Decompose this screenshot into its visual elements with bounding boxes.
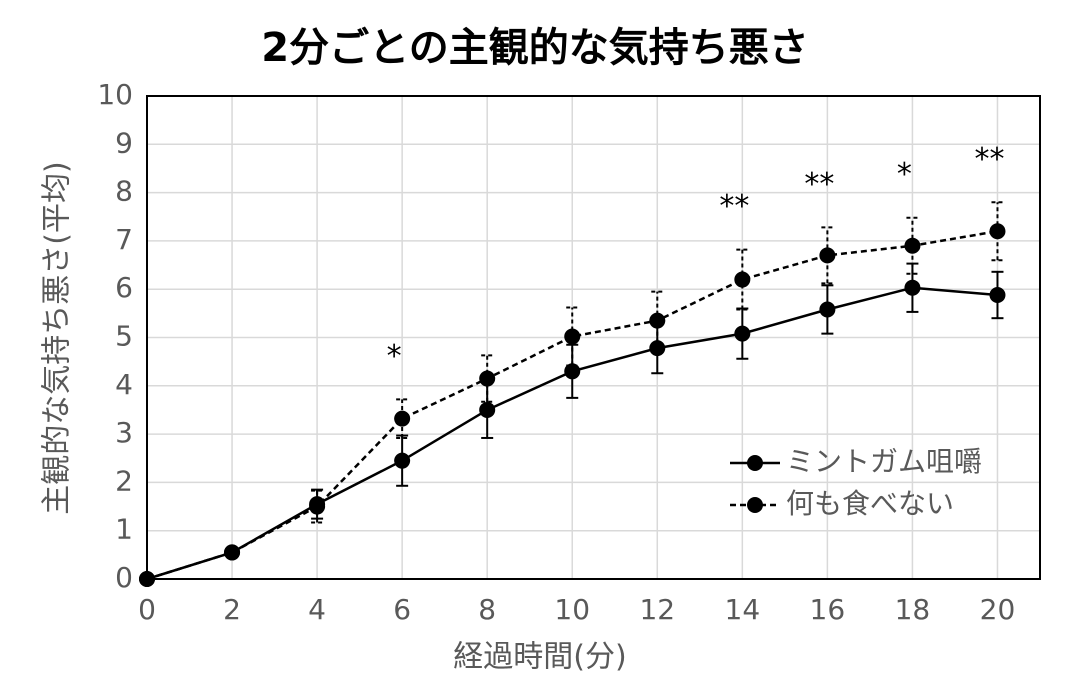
point xyxy=(224,544,241,561)
y-tick-label: 4 xyxy=(115,368,133,401)
x-tick-label: 18 xyxy=(895,593,931,626)
point xyxy=(309,498,326,515)
y-tick-label: 5 xyxy=(115,320,133,353)
legend-marker xyxy=(747,455,763,471)
significance-mark: * xyxy=(897,157,912,192)
y-tick-label: 10 xyxy=(97,78,133,111)
series-line xyxy=(146,230,998,581)
point xyxy=(734,271,751,288)
significance-mark: ** xyxy=(804,167,834,202)
y-tick-label: 9 xyxy=(115,126,133,159)
y-tick-label: 7 xyxy=(115,223,133,256)
x-tick-label: 10 xyxy=(554,593,590,626)
x-tick-label: 4 xyxy=(308,593,326,626)
point xyxy=(734,325,751,342)
plot-frame xyxy=(146,95,1041,580)
point xyxy=(989,223,1006,240)
y-tick-label: 2 xyxy=(115,464,133,497)
point xyxy=(394,452,411,469)
legend-label: 何も食べない xyxy=(786,487,954,520)
point xyxy=(139,571,155,587)
point xyxy=(564,363,581,380)
legend-marker xyxy=(747,497,763,513)
point xyxy=(649,312,666,329)
point xyxy=(479,401,496,418)
point xyxy=(904,279,921,296)
point xyxy=(819,301,836,318)
x-axis-label: 経過時間(分) xyxy=(453,640,626,675)
significance-mark: ** xyxy=(974,142,1004,177)
significance-mark: * xyxy=(387,339,402,374)
y-tick-label: 3 xyxy=(115,416,133,449)
x-tick-label: 0 xyxy=(138,593,156,626)
point xyxy=(479,370,496,387)
point xyxy=(989,286,1006,303)
y-tick-label: 0 xyxy=(115,561,133,594)
point xyxy=(904,237,921,254)
point xyxy=(564,328,581,345)
x-tick-label: 8 xyxy=(478,593,496,626)
y-tick-label: 1 xyxy=(115,513,133,546)
point xyxy=(819,247,836,264)
legend-label: ミントガム咀嚼 xyxy=(786,445,982,478)
x-tick-label: 2 xyxy=(223,593,241,626)
y-tick-label: 8 xyxy=(115,175,133,208)
chart-title: 2分ごとの主観的な気持ち悪さ xyxy=(261,25,808,71)
x-tick-label: 16 xyxy=(810,593,846,626)
x-tick-label: 12 xyxy=(639,593,675,626)
y-axis-label: 主観的な気持ち悪さ(平均) xyxy=(40,161,75,514)
point xyxy=(394,410,411,427)
x-tick-label: 14 xyxy=(725,593,761,626)
x-tick-label: 6 xyxy=(393,593,411,626)
x-tick-label: 20 xyxy=(980,593,1016,626)
y-tick-label: 6 xyxy=(115,271,133,304)
significance-mark: ** xyxy=(719,189,749,224)
error-bar xyxy=(396,398,409,439)
